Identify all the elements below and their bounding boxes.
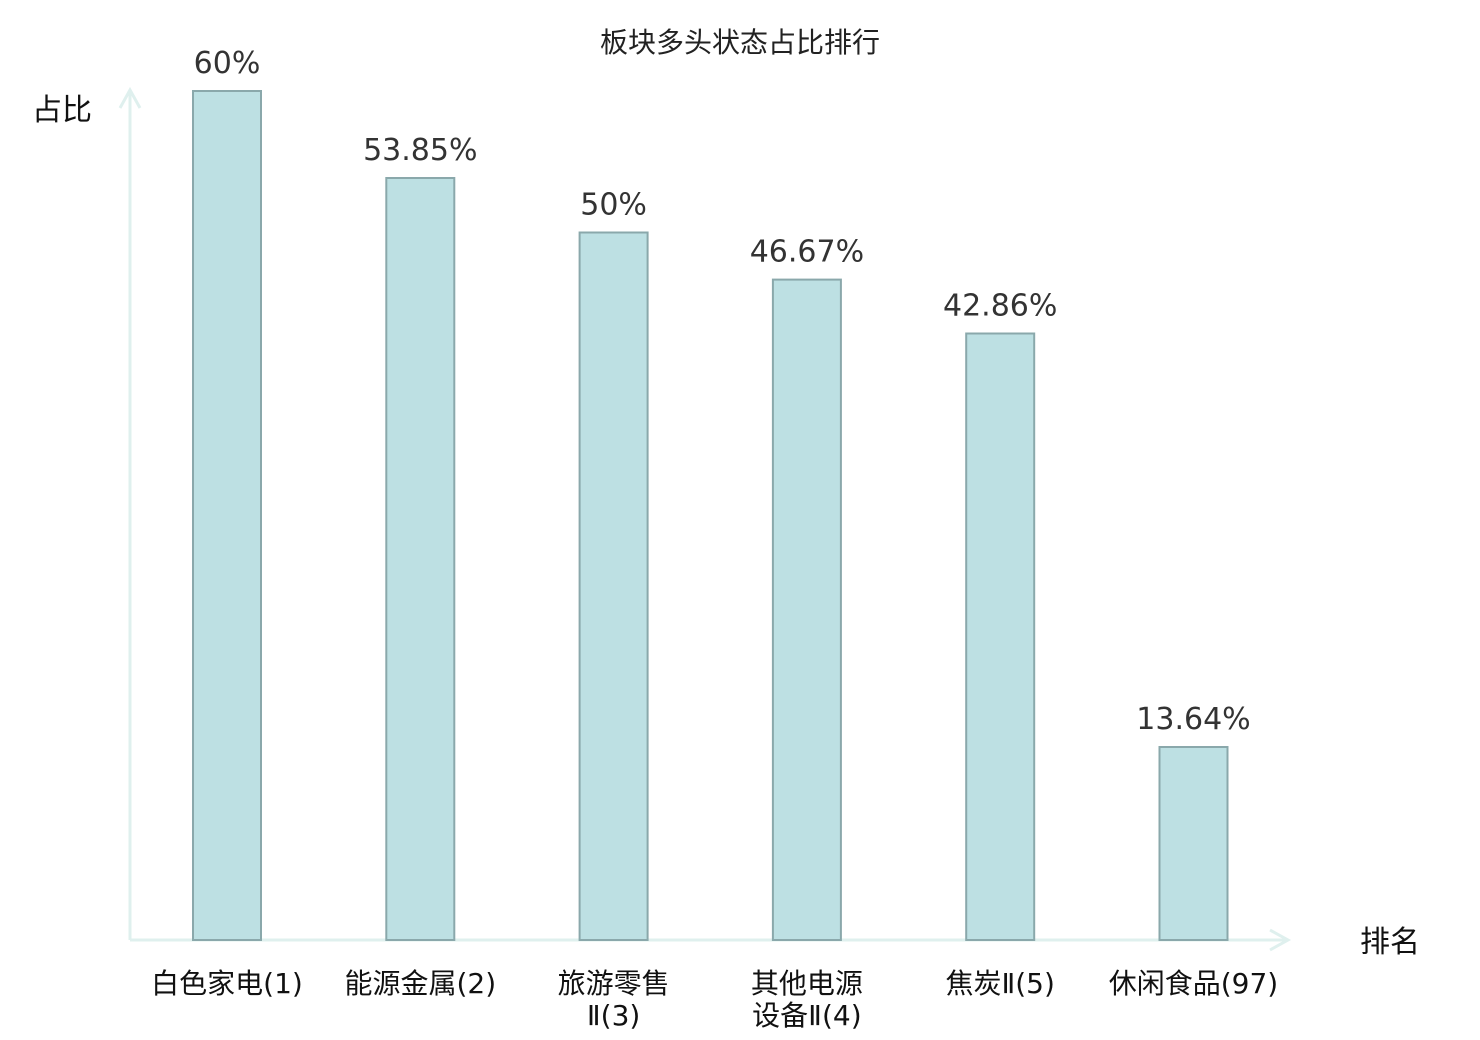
value-label-5: 42.86% xyxy=(943,289,1057,324)
bar-3 xyxy=(578,231,649,941)
bar-1 xyxy=(192,90,262,941)
value-label-1: 60% xyxy=(194,46,261,81)
bar-2 xyxy=(385,177,456,941)
category-label-line: 设备Ⅱ(4) xyxy=(752,999,861,1032)
bar-6 xyxy=(1158,746,1229,941)
value-label-2: 53.85% xyxy=(363,133,477,168)
y-axis-label: 占比 xyxy=(32,93,92,128)
x-axis-label: 排名 xyxy=(1360,925,1420,960)
category-label-line: 焦炭Ⅱ(5) xyxy=(945,967,1054,1000)
category-label-6: 休闲食品(97) xyxy=(1109,967,1278,1000)
value-label-6: 13.64% xyxy=(1136,702,1250,737)
bars-group: 60% 白色家电(1) 53.85% 能源金属(2) 50% 旅游零售 Ⅱ(3) 46.67%… xyxy=(151,46,1278,1032)
category-label-line: 能源金属(2) xyxy=(344,967,496,1000)
bar-4 xyxy=(771,278,842,942)
x-axis-arrow xyxy=(1269,928,1292,952)
category-label-5: 焦炭Ⅱ(5) xyxy=(945,967,1054,1000)
category-label-line: 休闲食品(97) xyxy=(1109,967,1278,1000)
value-label-4: 46.67% xyxy=(750,235,864,270)
category-label-line: 旅游零售 xyxy=(558,967,670,1000)
category-label-line: 白色家电(1) xyxy=(151,967,303,1000)
category-label-4: 其他电源设备Ⅱ(4) xyxy=(751,967,863,1032)
y-axis-arrow xyxy=(118,86,142,109)
category-label-line: Ⅱ(3) xyxy=(587,999,640,1032)
category-label-line: 其他电源 xyxy=(751,967,863,1000)
bar-5 xyxy=(965,332,1036,941)
category-label-3: 旅游零售 Ⅱ(3) xyxy=(558,967,670,1032)
value-label-3: 50% xyxy=(580,188,647,223)
category-label-1: 白色家电(1) xyxy=(151,967,303,1000)
category-label-2: 能源金属(2) xyxy=(344,967,496,1000)
chart-title: 板块多头状态占比排行 xyxy=(600,26,880,59)
